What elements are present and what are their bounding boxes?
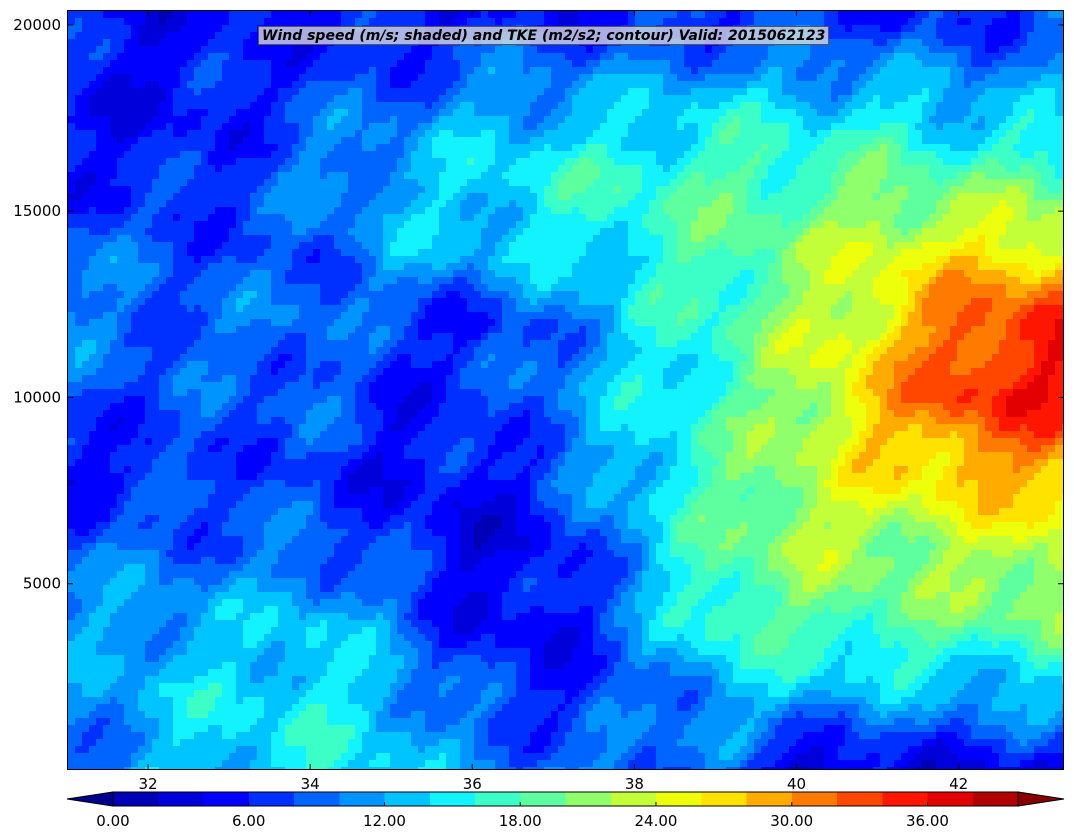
colorbar-tick-label: 18.00 bbox=[499, 812, 542, 830]
y-tick-label: 10000 bbox=[13, 388, 61, 406]
colorbar-tick-label: 30.00 bbox=[770, 812, 813, 830]
x-tick-label: 36 bbox=[463, 775, 482, 793]
colorbar-tick-label: 24.00 bbox=[635, 812, 678, 830]
colorbar-segment bbox=[972, 792, 1019, 806]
colorbar-segment bbox=[701, 792, 747, 806]
colorbar-segment bbox=[565, 792, 612, 806]
colorbar-tick-label: 12.00 bbox=[363, 812, 406, 830]
colorbar-segment bbox=[520, 792, 566, 806]
x-tick-label: 32 bbox=[139, 775, 158, 793]
colorbar-lower-extend bbox=[66, 791, 114, 807]
colorbar-segment bbox=[429, 792, 476, 806]
colorbar-segment bbox=[746, 792, 793, 806]
colorbar-segment bbox=[248, 792, 295, 806]
colorbar-tick-label: 36.00 bbox=[906, 812, 949, 830]
colorbar-segment bbox=[203, 792, 250, 806]
colorbar-segment bbox=[384, 792, 431, 806]
colorbar-segment bbox=[791, 792, 838, 806]
colorbar-upper-extend bbox=[1017, 791, 1065, 807]
colorbar-segment bbox=[927, 792, 974, 806]
colorbar-segment bbox=[294, 792, 340, 806]
colorbar-segment bbox=[882, 792, 928, 806]
x-tick-label: 40 bbox=[787, 775, 806, 793]
plot-area bbox=[67, 10, 1064, 770]
y-tick-label: 5000 bbox=[23, 575, 61, 593]
wind-speed-field bbox=[68, 11, 1063, 769]
chart-title: Wind speed (m/s; shaded) and TKE (m2/s2;… bbox=[258, 26, 830, 45]
colorbar-segment bbox=[339, 792, 385, 806]
y-tick-label: 15000 bbox=[13, 202, 61, 220]
colorbar-tick-label: 6.00 bbox=[232, 812, 265, 830]
x-tick-label: 38 bbox=[625, 775, 644, 793]
colorbar-frame bbox=[112, 791, 1019, 807]
colorbar-segment bbox=[837, 792, 883, 806]
x-tick-label: 42 bbox=[949, 775, 968, 793]
colorbar-segment bbox=[475, 792, 521, 806]
colorbar-segment bbox=[610, 792, 657, 806]
x-tick-label: 34 bbox=[301, 775, 320, 793]
colorbar-segment bbox=[113, 792, 159, 806]
colorbar-tick-label: 0.00 bbox=[96, 812, 129, 830]
y-tick-label: 20000 bbox=[13, 16, 61, 34]
colorbar-segment bbox=[656, 792, 702, 806]
colorbar-segment bbox=[158, 792, 204, 806]
